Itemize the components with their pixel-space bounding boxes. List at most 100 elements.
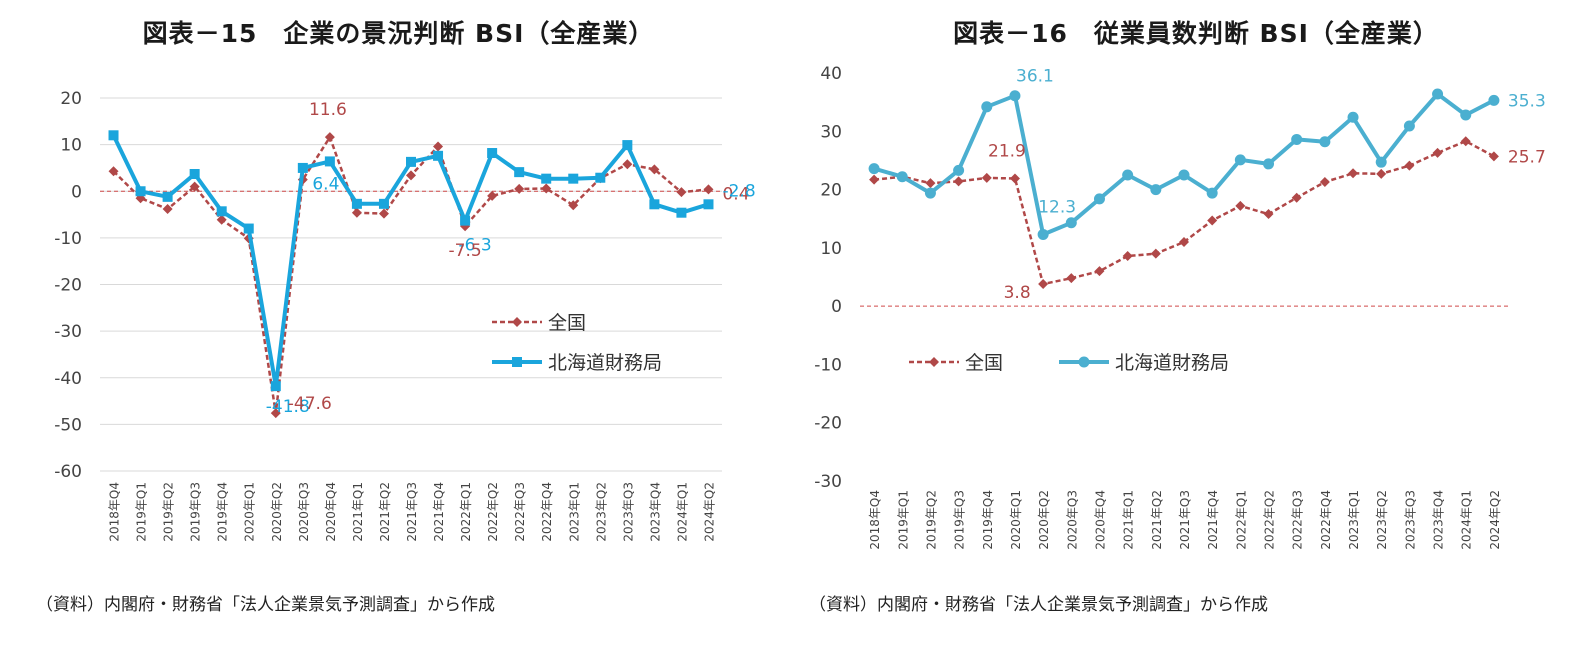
- data-point: [1150, 184, 1162, 196]
- data-label: -2.8: [722, 181, 755, 201]
- legend-label: 全国: [965, 352, 1003, 374]
- data-point: [924, 187, 936, 199]
- data-point: [324, 132, 335, 143]
- x-tick-label: 2020年Q1: [243, 482, 257, 542]
- data-point: [1319, 136, 1331, 148]
- x-tick-label: 2021年Q3: [405, 482, 419, 542]
- x-tick-label: 2023年Q4: [648, 482, 662, 542]
- chart-panel-bsi-employment: 図表－16 従業員数判断 BSI（全産業） 40 30 20 10 0 -10 -20 -30…: [797, 0, 1595, 664]
- data-point: [1263, 209, 1274, 220]
- data-point: [622, 159, 633, 170]
- data-point: [351, 207, 362, 218]
- data-point: [433, 150, 444, 161]
- data-label: -6.3: [459, 236, 492, 256]
- data-point: [1460, 109, 1472, 121]
- y-tick-label: -20: [54, 276, 82, 296]
- data-point: [1207, 215, 1218, 226]
- x-tick-label: 2023年Q1: [1347, 490, 1361, 550]
- x-tick-label: 2022年Q2: [486, 482, 500, 542]
- x-tick-label: 2021年Q1: [1122, 490, 1136, 550]
- data-point: [1178, 169, 1190, 181]
- data-point: [896, 171, 908, 183]
- data-point: [1291, 192, 1302, 203]
- x-tick-label: 2023年Q2: [594, 482, 608, 542]
- data-label: -47.6: [288, 394, 332, 414]
- x-tick-label: 2021年Q4: [1206, 490, 1220, 550]
- x-tick-label: 2023年Q4: [1432, 490, 1446, 550]
- y-tick-label: -60: [54, 462, 82, 482]
- data-point: [1235, 200, 1246, 211]
- x-tick-label: 2022年Q1: [1234, 490, 1248, 550]
- data-point: [703, 184, 714, 195]
- y-tick-label: -20: [814, 414, 842, 434]
- data-point: [1066, 273, 1077, 284]
- data-point: [1263, 158, 1275, 170]
- x-tick-label: 2020年Q3: [297, 482, 311, 542]
- data-point: [514, 167, 525, 178]
- x-tick-label: 2021年Q1: [351, 482, 365, 542]
- x-tick-label: 2019年Q2: [162, 482, 176, 542]
- data-point: [406, 156, 416, 167]
- data-point: [869, 174, 880, 185]
- data-point: [297, 162, 308, 173]
- legend-marker: [929, 357, 939, 367]
- data-point: [108, 166, 119, 177]
- line-chart: 40 30 20 10 0 -10 -20 -30 2018年Q4 2019年Q1 2019年Q2 2…: [814, 64, 1546, 550]
- x-tick-label: 2019年Q2: [924, 490, 938, 550]
- data-point: [1375, 156, 1387, 168]
- legend-label: 北海道財務局: [548, 352, 662, 374]
- data-point: [953, 164, 965, 176]
- data-point: [324, 156, 335, 167]
- data-point: [1122, 251, 1133, 262]
- data-point: [649, 164, 660, 175]
- x-tick-label: 2024年Q1: [675, 482, 689, 542]
- x-tick-label: 2020年Q3: [1065, 490, 1079, 550]
- y-tick-label: 0: [831, 297, 842, 317]
- data-label: 25.7: [1508, 147, 1546, 167]
- data-point: [406, 170, 416, 181]
- data-point: [243, 223, 254, 234]
- y-tick-label: 10: [820, 239, 842, 259]
- data-point: [1179, 237, 1189, 248]
- x-tick-label: 2022年Q3: [513, 482, 527, 542]
- data-point: [1094, 266, 1105, 277]
- data-label: 3.8: [1004, 283, 1031, 303]
- x-tick-label: 2024年Q2: [702, 482, 716, 542]
- x-tick-label: 2019年Q3: [189, 482, 203, 542]
- line-chart: 20 10 0 -10 -20 -30 -40 -50 -60 2018年Q4 2019年Q1 201…: [54, 89, 755, 542]
- legend-marker: [512, 357, 522, 367]
- data-point: [460, 215, 471, 226]
- data-point: [108, 130, 119, 141]
- data-label: -7.5: [449, 241, 482, 261]
- data-point: [622, 140, 633, 151]
- data-point: [568, 173, 579, 184]
- data-point: [189, 168, 200, 179]
- data-point: [1038, 278, 1049, 289]
- source-note: （資料）内閣府・財務省「法人企業景気予測調査」から作成: [36, 595, 495, 615]
- x-tick-label: 2023年Q2: [1375, 490, 1389, 550]
- y-tick-label: -40: [54, 369, 82, 389]
- data-point: [1376, 168, 1387, 179]
- x-tick-label: 2019年Q4: [216, 482, 230, 542]
- x-tick-label: 2020年Q2: [270, 482, 284, 542]
- chart-title: 図表－15 企業の景況判断 BSI（全産業）: [142, 19, 655, 48]
- data-point: [1348, 168, 1359, 179]
- data-point: [676, 187, 687, 198]
- x-tick-label: 2018年Q4: [108, 482, 122, 542]
- data-point: [216, 206, 227, 217]
- data-point: [378, 208, 389, 219]
- y-tick-label: 30: [820, 122, 842, 142]
- x-tick-label: 2020年Q1: [1009, 490, 1023, 550]
- data-point: [1403, 120, 1415, 132]
- data-point: [703, 199, 714, 210]
- y-tick-label: 10: [60, 136, 82, 156]
- x-tick-label: 2019年Q1: [896, 490, 910, 550]
- data-point: [1009, 173, 1020, 184]
- data-point: [568, 200, 579, 211]
- data-point: [1404, 160, 1415, 171]
- data-point: [514, 183, 525, 194]
- x-tick-label: 2023年Q3: [1403, 490, 1417, 550]
- data-point: [541, 183, 552, 194]
- data-point: [378, 198, 389, 209]
- data-point: [1206, 187, 1218, 199]
